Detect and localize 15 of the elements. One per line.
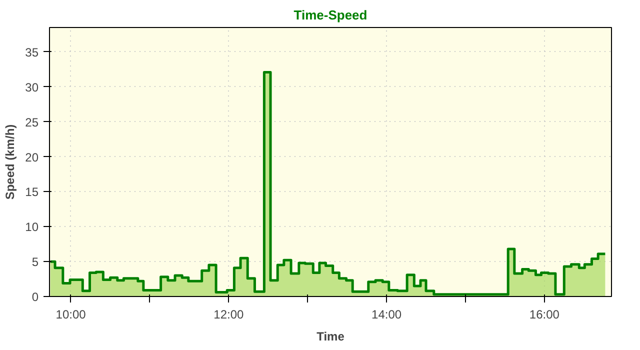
chart-title: Time-Speed	[294, 8, 368, 22]
y-tick-label: 15	[25, 185, 39, 200]
x-tick-label: 12:00	[214, 308, 244, 322]
y-tick-label: 0	[32, 290, 39, 304]
y-tick-label: 10	[25, 220, 39, 234]
x-axis-title: Time	[316, 330, 345, 344]
x-tick-label: 16:00	[529, 308, 560, 322]
y-tick-label: 5	[32, 255, 39, 270]
x-tick-label: 14:00	[372, 308, 402, 322]
y-tick-label: 35	[25, 45, 39, 60]
x-tick-label: 10:00	[56, 308, 86, 322]
y-tick-label: 20	[25, 150, 39, 164]
y-tick-label: 25	[25, 115, 39, 130]
y-tick-label: 30	[25, 80, 39, 94]
y-axis-title: Speed (km/h)	[3, 124, 18, 200]
